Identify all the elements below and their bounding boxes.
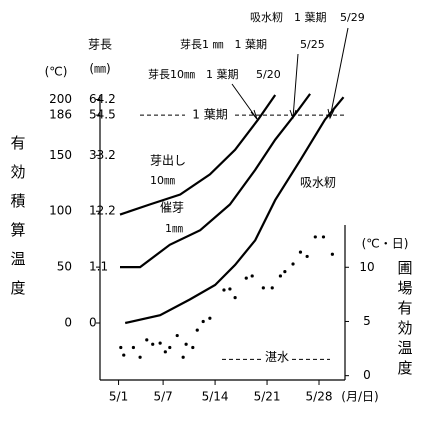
- field-temp-point: [138, 355, 142, 359]
- annotation-date: 5/25: [300, 38, 325, 51]
- line: [120, 93, 311, 269]
- field-temp-point: [163, 350, 167, 354]
- x-tick-label: 5/21: [254, 390, 281, 404]
- arrow: [292, 53, 299, 119]
- line: [119, 94, 277, 216]
- field-temp-point: [195, 328, 199, 332]
- y-tick-label: 100: [49, 204, 72, 218]
- x-unit: (月/日): [341, 390, 378, 404]
- field-temp-point: [228, 287, 232, 291]
- y-tick-label: 150: [49, 148, 72, 162]
- series-label: 1㎜: [165, 222, 183, 235]
- field-temp-point: [158, 341, 162, 345]
- field-temp-point: [291, 262, 295, 266]
- field-temp-point: [191, 345, 195, 350]
- x-tick-label: 5/14: [202, 390, 229, 404]
- arrow-head: [327, 108, 335, 120]
- field-temp-point: [151, 342, 155, 346]
- arrow: [329, 27, 349, 119]
- field-temp-point: [145, 338, 149, 342]
- field-temp-point: [321, 235, 326, 239]
- field-temp-point: [244, 276, 248, 280]
- arrows: [231, 27, 349, 120]
- annotation: 芽長1 ㎜ 1 葉期: [180, 37, 267, 51]
- field-temp-point: [261, 286, 265, 290]
- y2-tick-label: 5: [363, 314, 371, 328]
- field-temp-point: [313, 235, 317, 239]
- y-tick-label: 50: [57, 260, 72, 274]
- length-tick-label: 0: [89, 316, 97, 330]
- field-temp-point: [305, 254, 309, 259]
- series-label: 芽出し: [150, 154, 186, 168]
- field-temp-point: [181, 355, 185, 359]
- arrow: [231, 83, 258, 120]
- field-temp-point: [175, 333, 179, 338]
- axis-title: 圃場有効温度: [397, 259, 412, 377]
- x-tick-label: 5/28: [306, 390, 333, 404]
- field-temp-point: [250, 274, 254, 278]
- y2-tick-label: 0: [363, 368, 371, 382]
- axis-title: 有効積算温度: [10, 134, 25, 297]
- y-tick-label: 0: [64, 316, 72, 330]
- field-temp-point: [119, 345, 123, 350]
- field-temp-point: [278, 274, 283, 278]
- flood-label: 湛水: [265, 350, 289, 364]
- field-temp-point: [270, 286, 274, 290]
- reference-label: 1 葉期: [192, 108, 227, 122]
- length-tick-label: 1.1: [89, 260, 108, 274]
- line: [124, 96, 345, 325]
- x-tick-label: 5/1: [109, 390, 128, 404]
- field-temp-point: [168, 345, 172, 350]
- series-label: 催芽: [160, 201, 184, 215]
- annotation-date: 5/20: [256, 68, 281, 81]
- annotation-date: 5/29: [340, 11, 365, 24]
- field-temp-point: [122, 353, 126, 357]
- field-temp-point: [298, 250, 303, 254]
- y-unit: (℃): [45, 65, 68, 79]
- field-temp-point: [222, 288, 226, 292]
- series-label: 10㎜: [150, 174, 175, 187]
- x-tick-label: 5/7: [153, 390, 172, 404]
- length-tick-label: 33.2: [89, 148, 116, 162]
- length-tick-label: 54.5: [89, 108, 116, 122]
- y-tick-label: 200: [49, 92, 72, 106]
- y2-tick-label: 10: [359, 260, 374, 274]
- arrow-head: [250, 109, 258, 120]
- field-temp-point: [330, 252, 334, 256]
- field-temp-point: [201, 319, 205, 324]
- length-tick-label: 12.2: [89, 204, 116, 218]
- annotation: 吸水籾 1 葉期: [250, 10, 327, 24]
- field-temp-point: [184, 342, 188, 346]
- annotation: 芽長10㎜ 1 葉期: [148, 67, 239, 81]
- length-unit: (㎜): [89, 62, 110, 76]
- length-label: 芽長: [88, 38, 112, 52]
- field-temp-point: [131, 345, 136, 350]
- y-tick-label: 186: [49, 108, 72, 122]
- length-tick-label: 64.2: [89, 92, 116, 106]
- series-label: 吸水籾: [300, 176, 336, 190]
- y2-unit: (℃・日): [362, 237, 409, 251]
- field-temp-point: [208, 316, 212, 320]
- field-temp-point: [233, 296, 237, 300]
- field-temp-point: [283, 270, 287, 274]
